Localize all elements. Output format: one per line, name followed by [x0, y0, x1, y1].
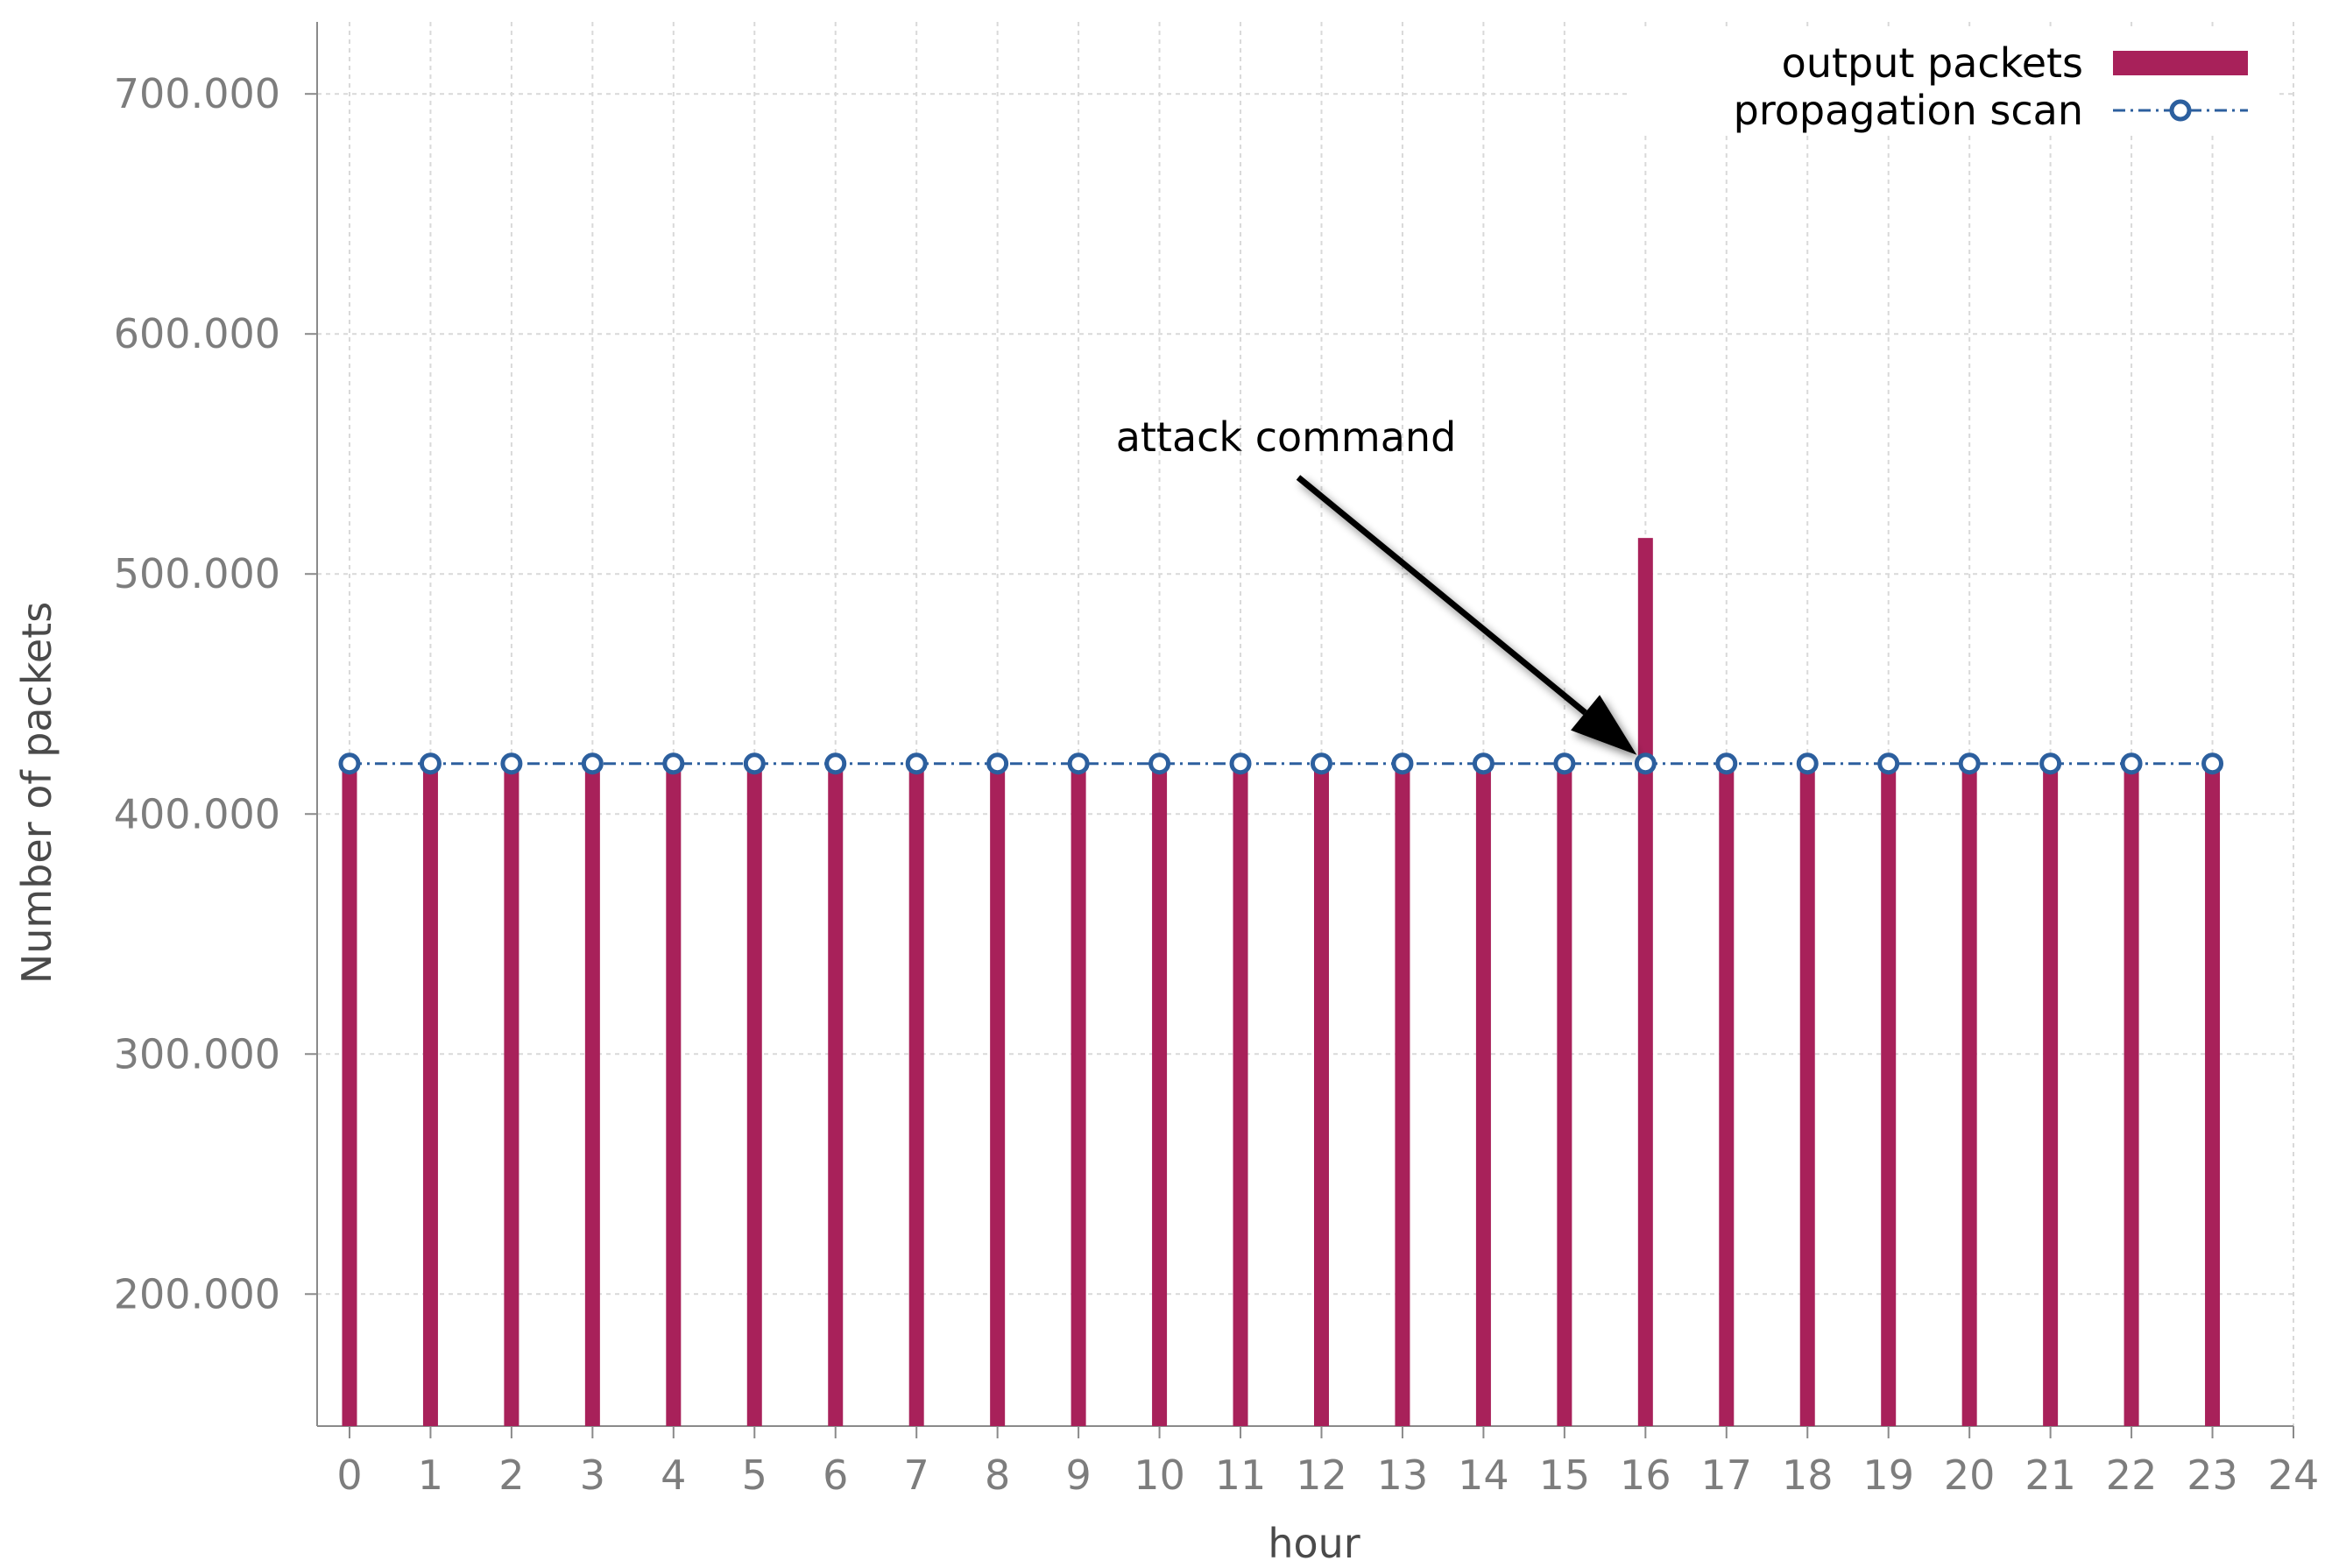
scan-point [2201, 752, 2224, 775]
bar [1719, 763, 1735, 1426]
legend-label-propagation-scan: propagation scan [1734, 87, 2083, 134]
grid [317, 22, 2294, 1426]
scan-point [1148, 752, 1171, 775]
legend-background [1628, 30, 2276, 135]
x-axis-title: hour [1268, 1520, 1360, 1567]
x-tick-label: 15 [1539, 1451, 1591, 1499]
x-tick-label: 8 [985, 1451, 1010, 1499]
scan-point [581, 752, 604, 775]
legend-swatch-marker [2169, 99, 2192, 122]
x-tick-label: 4 [661, 1451, 686, 1499]
x-tick-label: 7 [904, 1451, 929, 1499]
x-tick-label: 14 [1458, 1451, 1509, 1499]
x-tick-label: 5 [742, 1451, 767, 1499]
x-tick-label: 2 [498, 1451, 524, 1499]
bar [1313, 763, 1329, 1426]
bar [584, 763, 600, 1426]
scan-point [905, 752, 928, 775]
bar [1233, 763, 1248, 1426]
scan-point [2120, 752, 2143, 775]
scan-point [1472, 752, 1495, 775]
bar [342, 763, 357, 1426]
bar [908, 763, 924, 1426]
bar [1961, 763, 1977, 1426]
x-tick-label: 12 [1296, 1451, 1347, 1499]
scan-point [1796, 752, 1819, 775]
y-tick-label: 400.000 [114, 790, 280, 837]
legend-label-output-packets: output packets [1782, 39, 2083, 87]
scan-point [419, 752, 442, 775]
scan-point [2039, 752, 2062, 775]
scan-point [1553, 752, 1576, 775]
scan-point [824, 752, 847, 775]
bar [1395, 763, 1410, 1426]
annotation: attack command [1116, 413, 1637, 755]
bar [746, 763, 762, 1426]
bar [1881, 763, 1897, 1426]
y-axis-title: Number of packets [13, 602, 60, 984]
bar [2205, 763, 2221, 1426]
scan-point [1229, 752, 1252, 775]
bar [1557, 763, 1572, 1426]
bar [1071, 763, 1086, 1426]
annotation-arrow [1296, 475, 1637, 755]
legend-swatch-output-packets [2113, 51, 2248, 75]
bar [1637, 538, 1653, 1426]
x-tick-label: 20 [1944, 1451, 1996, 1499]
bar [990, 763, 1006, 1426]
y-tick-label: 600.000 [114, 310, 280, 357]
bar [2043, 763, 2059, 1426]
scan-point [1877, 752, 1900, 775]
bar [1799, 763, 1815, 1426]
scan-point [743, 752, 766, 775]
x-tick-label: 3 [580, 1451, 605, 1499]
x-tick-label: 10 [1134, 1451, 1185, 1499]
arrow-head [1571, 695, 1637, 755]
x-tick-label: 0 [336, 1451, 362, 1499]
scan-point [1958, 752, 1981, 775]
x-tick-label: 21 [2025, 1451, 2076, 1499]
arrow-shaft [1296, 475, 1587, 716]
scan-point [662, 752, 685, 775]
bar [422, 763, 438, 1426]
scan-point [1715, 752, 1738, 775]
annotation-label: attack command [1116, 413, 1457, 461]
x-tick-label: 18 [1782, 1451, 1834, 1499]
y-tick-label: 700.000 [114, 70, 280, 117]
x-tick-label: 11 [1215, 1451, 1267, 1499]
scan-point [500, 752, 523, 775]
x-tick-label: 16 [1620, 1451, 1671, 1499]
x-tick-label: 22 [2106, 1451, 2158, 1499]
scan-point [338, 752, 361, 775]
scan-point [986, 752, 1009, 775]
axes: 0 1 2 3 4 5 6 7 8 9 10 11 12 13 14 15 16 17 18 19 20 21 22 23 24… [13, 22, 2319, 1567]
scan-point [1310, 752, 1332, 775]
x-tick-label: 13 [1377, 1451, 1429, 1499]
bar [1475, 763, 1491, 1426]
scan-point [1067, 752, 1090, 775]
bar [1152, 763, 1168, 1426]
scan-point [1391, 752, 1414, 775]
y-tick-label: 200.000 [114, 1270, 280, 1317]
bar [504, 763, 519, 1426]
bar [2123, 763, 2139, 1426]
y-tick-label: 300.000 [114, 1030, 280, 1077]
x-tick-label: 6 [823, 1451, 848, 1499]
line-series [338, 752, 2224, 775]
x-tick-label: 9 [1065, 1451, 1091, 1499]
scan-point [1634, 752, 1657, 775]
y-tick-label: 500.000 [114, 550, 280, 597]
x-tick-label: 19 [1862, 1451, 1914, 1499]
bars-series [342, 538, 2221, 1426]
x-tick-label: 17 [1701, 1451, 1753, 1499]
bar [828, 763, 844, 1426]
x-tick-label: 24 [2268, 1451, 2320, 1499]
bar [666, 763, 682, 1426]
x-tick-label: 23 [2187, 1451, 2238, 1499]
x-tick-label: 1 [418, 1451, 443, 1499]
